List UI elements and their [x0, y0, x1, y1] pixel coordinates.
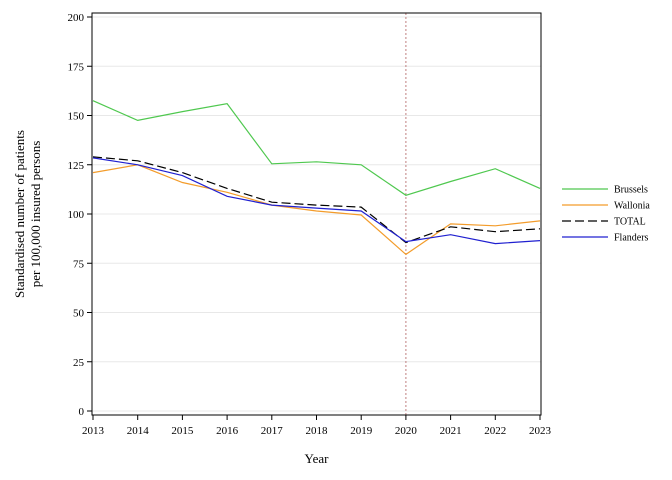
x-tick-label-2015: 2015	[171, 425, 194, 437]
series-line-wallonia	[92, 164, 541, 256]
y-axis-title: Standardised number of patients per 100,…	[12, 130, 43, 298]
x-tick-label-2016: 2016	[216, 425, 239, 437]
x-axis-ticks: 2013 2014 2015 2016 2017 2018 2019 2020 2021 2022…	[82, 415, 552, 437]
x-tick-label-2019: 2019	[350, 425, 373, 437]
legend-label-total: TOTAL	[614, 217, 646, 228]
y-tick-label-150: 150	[68, 111, 85, 123]
x-tick-label-2017: 2017	[261, 425, 284, 437]
legend-label-brussels: Brussels	[614, 185, 648, 196]
x-tick-label-2018: 2018	[306, 425, 329, 437]
y-axis-title-line-2: per 100,000 insured persons	[28, 141, 43, 288]
y-tick-label-100: 100	[68, 209, 85, 221]
y-tick-label-125: 125	[68, 160, 85, 172]
y-axis-ticks: 0 25 50 75 100 125 150 175 200	[68, 12, 92, 418]
series-lines	[92, 100, 541, 256]
y-tick-label-175: 175	[68, 61, 85, 73]
y-tick-label-50: 50	[73, 308, 85, 320]
y-axis-title-line-1: Standardised number of patients	[12, 130, 27, 298]
y-tick-label-200: 200	[68, 12, 85, 24]
x-tick-label-2022: 2022	[484, 425, 506, 437]
x-tick-label-2021: 2021	[440, 425, 462, 437]
legend-label-flanders: Flanders	[614, 233, 649, 244]
legend-label-wallonia: Wallonia	[614, 201, 650, 212]
series-line-flanders	[92, 157, 541, 245]
y-tick-label-25: 25	[73, 357, 85, 369]
y-tick-label-75: 75	[73, 258, 85, 270]
legend: Brussels Wallonia TOTAL Flanders	[562, 185, 650, 244]
x-tick-label-2020: 2020	[395, 425, 418, 437]
x-axis-title: Year	[305, 451, 330, 466]
x-tick-label-2013: 2013	[82, 425, 105, 437]
series-line-brussels	[92, 100, 541, 196]
x-tick-label-2023: 2023	[529, 425, 552, 437]
gridlines	[92, 16, 541, 412]
y-tick-label-0: 0	[79, 406, 85, 418]
series-line-total	[92, 156, 541, 244]
x-tick-label-2014: 2014	[127, 425, 150, 437]
